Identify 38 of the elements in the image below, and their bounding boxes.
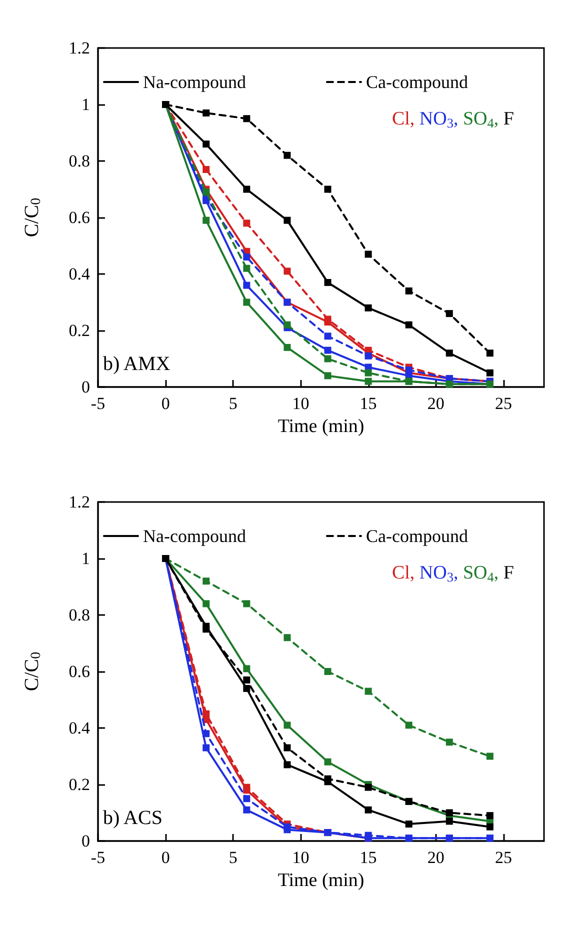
y-tick-label: 0.4 [68,264,90,284]
x-tick-label: 10 [292,848,310,867]
y-tick-label: 0.6 [68,208,90,227]
x-tick-label: 5 [228,394,238,413]
x-tick-label: 0 [161,394,170,413]
x-tick-label: 20 [427,848,444,867]
legend-label: Na-compound [143,72,246,92]
y-tick-label: 0.8 [68,606,90,624]
annotation: b) AMX [103,353,171,375]
x-tick-label: 0 [161,848,170,867]
x-tick-label: -5 [90,848,106,867]
x-tick-label: 10 [292,394,310,413]
y-tick-label: 0 [82,832,90,850]
y-tick-label: 1.2 [68,38,90,58]
y-tick-label: 0.4 [68,718,90,738]
x-tick-label: 15 [360,394,377,413]
y-tick-label: 1.2 [68,492,90,512]
y-axis-title: C/C0 [21,198,44,238]
y-tick-label: 0.2 [68,321,90,340]
legend-label: Na-compound [143,526,246,546]
y-tick-label: 0 [82,378,90,396]
y-tick-label: 0.2 [68,775,90,794]
y-tick-label: 0.6 [68,662,90,681]
x-tick-label: 20 [427,394,444,413]
x-axis-title: Time (min) [278,416,364,437]
y-tick-label: 0.8 [68,152,90,170]
x-axis-title: Time (min) [278,870,364,891]
y-tick-label: 1 [82,95,90,114]
legend-label: Ca-compound [366,72,468,92]
y-axis-title: C/C0 [21,652,44,692]
x-tick-label: 25 [494,848,512,867]
legend-label: Ca-compound [366,526,468,546]
x-tick-label: 25 [494,394,512,413]
x-tick-label: -5 [90,394,106,413]
annotation: b) ACS [103,807,162,829]
x-tick-label: 15 [360,848,377,867]
y-tick-label: 1 [82,549,90,568]
x-tick-label: 5 [228,848,238,867]
